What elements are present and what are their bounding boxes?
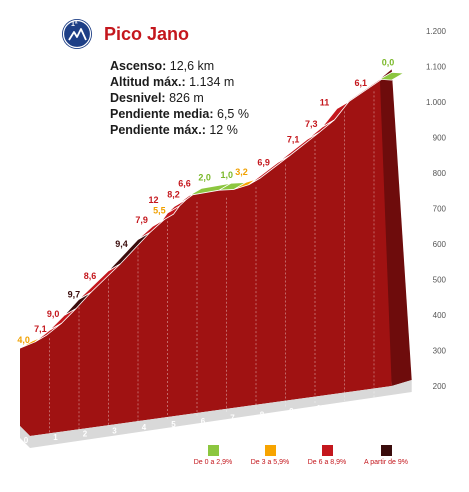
- slope-label: 0,0: [382, 58, 395, 68]
- slope-label: 7,1: [287, 135, 300, 145]
- slope-label: 11: [320, 98, 330, 108]
- x-tick-label: 2: [83, 430, 88, 439]
- slope-label: 8,2: [167, 189, 180, 199]
- slope-label: 7,3: [305, 119, 318, 129]
- climb-stats: Ascenso: 12,6 km Altitud máx.: 1.134 m D…: [110, 58, 249, 138]
- slope-segment: [378, 71, 406, 81]
- category-badge-icon: 1ª: [62, 19, 92, 49]
- stat-ascenso: Ascenso: 12,6 km: [110, 59, 215, 73]
- legend-black: A partir de 9%: [356, 445, 416, 466]
- slope-label: 7,1: [34, 324, 47, 334]
- x-tick-label: 10: [317, 404, 326, 413]
- legend-swatch-yellow: [264, 445, 276, 456]
- legend-swatch-green: [207, 445, 219, 456]
- profile-body: [20, 79, 392, 436]
- x-tick-label: 6: [201, 417, 206, 426]
- slope-label: 9,0: [47, 309, 60, 319]
- stat-pendiente-media: Pendiente media: 6,5 %: [110, 107, 249, 121]
- stat-desnivel: Desnivel: 826 m: [110, 91, 204, 105]
- y-tick-label: 1.200: [426, 27, 447, 36]
- profile-base: [20, 380, 412, 448]
- slope-label: 12: [149, 195, 159, 205]
- slope-label: 1,0: [221, 170, 234, 180]
- x-tick-label: 5: [171, 420, 176, 429]
- x-tick-label: 7: [230, 414, 235, 423]
- x-tick-label: 11: [346, 401, 355, 410]
- slope-label: 3,2: [235, 167, 248, 177]
- x-tick-label: 9: [289, 407, 294, 416]
- slope-label: 6,9: [257, 157, 270, 167]
- x-tick-label: 3: [112, 426, 117, 435]
- y-tick-label: 200: [433, 382, 447, 391]
- y-tick-label: 500: [433, 276, 447, 285]
- x-tick-label: 0: [24, 436, 29, 445]
- y-tick-label: 700: [433, 205, 447, 214]
- slope-label: 9,4: [115, 239, 128, 249]
- y-tick-label: 300: [433, 347, 447, 356]
- stat-altitud: Altitud máx.: 1.134 m: [110, 75, 235, 89]
- y-tick-label: 900: [433, 134, 447, 143]
- y-tick-label: 1.000: [426, 98, 447, 107]
- y-tick-label: 800: [433, 169, 447, 178]
- legend-swatch-black: [380, 445, 392, 456]
- stat-pendiente-max: Pendiente máx.: 12 %: [110, 123, 238, 137]
- x-tick-label: 4: [142, 423, 147, 432]
- profile-side: [379, 69, 412, 386]
- slope-label: 2,0: [198, 173, 211, 183]
- x-tick-label: 8: [260, 410, 265, 419]
- slope-label: 6,1: [355, 78, 368, 88]
- y-tick-label: 400: [433, 311, 447, 320]
- slope-label: 6,6: [178, 179, 191, 189]
- slope-label: 5,5: [153, 206, 166, 216]
- slope-label: 9,7: [68, 289, 81, 299]
- y-tick-label: 1.100: [426, 63, 447, 72]
- category-badge-label: 1ª: [71, 21, 78, 28]
- legend-swatch-red: [321, 445, 333, 456]
- slope-label: 4,0: [17, 335, 30, 345]
- legend-yellow: De 3 a 5,9%: [240, 445, 300, 466]
- x-tick-label: 12: [376, 398, 385, 407]
- slope-label: 8,6: [84, 271, 97, 281]
- slope-label: 7,9: [135, 215, 148, 225]
- y-tick-label: 600: [433, 240, 447, 249]
- climb-title: Pico Jano: [104, 24, 190, 44]
- legend-green: De 0 a 2,9%: [183, 445, 243, 466]
- legend-red: De 6 a 8,9%: [297, 445, 357, 466]
- x-tick-label: 1: [53, 433, 58, 442]
